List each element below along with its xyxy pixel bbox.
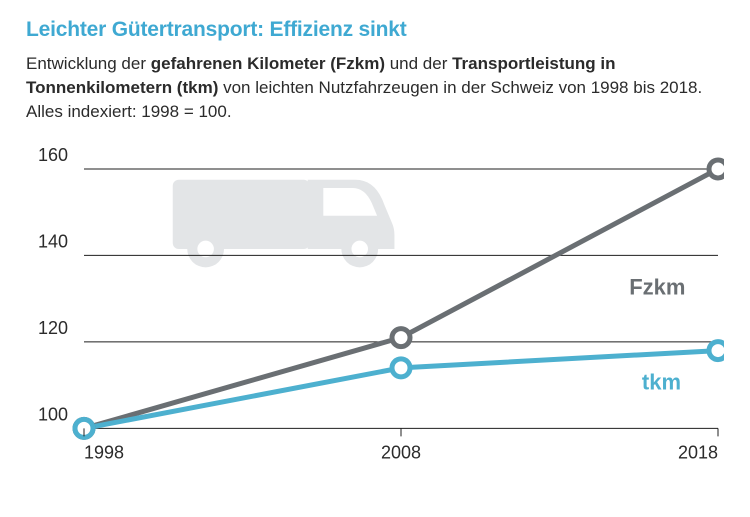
- x-tick-label: 2008: [381, 443, 421, 463]
- y-tick-label: 120: [38, 318, 68, 338]
- sub-t2: und der: [385, 54, 452, 73]
- y-tick-label: 140: [38, 232, 68, 252]
- x-tick-label: 2018: [678, 443, 718, 463]
- series-marker-fzkm: [709, 160, 724, 178]
- series-marker-tkm: [392, 359, 410, 377]
- y-tick-label: 100: [38, 405, 68, 425]
- series-label-fzkm: Fzkm: [629, 275, 685, 300]
- chart-title: Leichter Gütertransport: Effizienz sinkt: [26, 18, 724, 42]
- chart-subtitle: Entwicklung der gefahrenen Kilometer (Fz…: [26, 52, 724, 123]
- y-tick-label: 160: [38, 145, 68, 165]
- line-chart: 100 120 140 160 Fzkm tkm 1998 2008 2018: [26, 137, 724, 513]
- series-label-tkm: tkm: [642, 370, 681, 395]
- x-tick-label: 1998: [84, 443, 124, 463]
- sub-b1: gefahrenen Kilometer (Fzkm): [151, 54, 385, 73]
- series-marker-fzkm: [392, 329, 410, 347]
- series-marker-tkm: [709, 342, 724, 360]
- van-icon: [173, 180, 395, 268]
- sub-t1: Entwicklung der: [26, 54, 151, 73]
